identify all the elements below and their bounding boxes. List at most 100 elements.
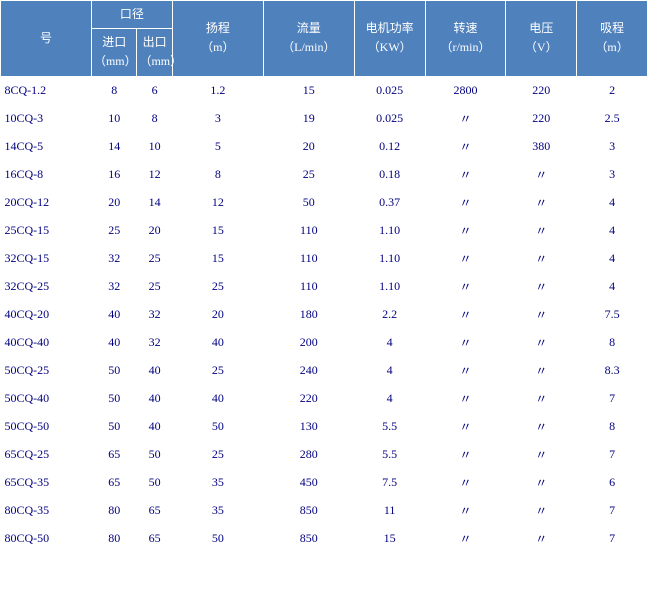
cell-speed: 〃 [425, 300, 506, 328]
cell-voltage: 〃 [506, 412, 577, 440]
col-suction: 吸程（m） [577, 1, 648, 77]
col-speed: 转速（r/min） [425, 1, 506, 77]
table-row: 20CQ-12201412500.37〃〃4 [1, 188, 648, 216]
cell-inlet: 10 [91, 104, 136, 132]
cell-voltage: 〃 [506, 160, 577, 188]
cell-outlet: 50 [137, 440, 172, 468]
cell-flow: 15 [263, 76, 354, 104]
table-row: 50CQ-505040501305.5〃〃8 [1, 412, 648, 440]
table-row: 8CQ-1.2861.2150.02528002202 [1, 76, 648, 104]
cell-head: 35 [172, 468, 263, 496]
col-head: 扬程（m） [172, 1, 263, 77]
cell-inlet: 50 [91, 412, 136, 440]
cell-speed: 2800 [425, 76, 506, 104]
table-body: 8CQ-1.2861.2150.0252800220210CQ-31083190… [1, 76, 648, 552]
cell-model: 40CQ-20 [1, 300, 92, 328]
cell-inlet: 25 [91, 216, 136, 244]
table-row: 10CQ-31083190.025〃2202.5 [1, 104, 648, 132]
cell-flow: 20 [263, 132, 354, 160]
cell-suction: 7 [577, 440, 648, 468]
cell-model: 40CQ-40 [1, 328, 92, 356]
cell-voltage: 220 [506, 104, 577, 132]
cell-power: 4 [354, 356, 425, 384]
table-row: 40CQ-204032201802.2〃〃7.5 [1, 300, 648, 328]
cell-inlet: 80 [91, 496, 136, 524]
cell-power: 4 [354, 328, 425, 356]
cell-inlet: 50 [91, 384, 136, 412]
cell-inlet: 16 [91, 160, 136, 188]
cell-inlet: 40 [91, 328, 136, 356]
col-power: 电机功率（KW） [354, 1, 425, 77]
col-voltage: 电压（V） [506, 1, 577, 77]
table-row: 50CQ-405040402204〃〃7 [1, 384, 648, 412]
cell-voltage: 220 [506, 76, 577, 104]
cell-head: 50 [172, 412, 263, 440]
spec-table: 号 口径 扬程（m） 流量（L/min） 电机功率（KW） 转速（r/min） … [0, 0, 648, 552]
cell-inlet: 20 [91, 188, 136, 216]
cell-head: 25 [172, 272, 263, 300]
cell-suction: 3 [577, 160, 648, 188]
cell-model: 65CQ-25 [1, 440, 92, 468]
cell-head: 8 [172, 160, 263, 188]
cell-suction: 8 [577, 412, 648, 440]
cell-suction: 7.5 [577, 300, 648, 328]
cell-speed: 〃 [425, 384, 506, 412]
cell-voltage: 〃 [506, 244, 577, 272]
cell-speed: 〃 [425, 132, 506, 160]
table-header: 号 口径 扬程（m） 流量（L/min） 电机功率（KW） 转速（r/min） … [1, 1, 648, 77]
cell-inlet: 65 [91, 440, 136, 468]
cell-suction: 8 [577, 328, 648, 356]
cell-speed: 〃 [425, 188, 506, 216]
cell-suction: 8.3 [577, 356, 648, 384]
cell-outlet: 12 [137, 160, 172, 188]
cell-flow: 850 [263, 524, 354, 552]
cell-speed: 〃 [425, 244, 506, 272]
cell-power: 7.5 [354, 468, 425, 496]
cell-speed: 〃 [425, 160, 506, 188]
cell-speed: 〃 [425, 104, 506, 132]
cell-outlet: 65 [137, 524, 172, 552]
cell-power: 1.10 [354, 244, 425, 272]
cell-speed: 〃 [425, 496, 506, 524]
cell-voltage: 〃 [506, 216, 577, 244]
cell-voltage: 〃 [506, 524, 577, 552]
cell-head: 20 [172, 300, 263, 328]
cell-model: 65CQ-35 [1, 468, 92, 496]
cell-model: 8CQ-1.2 [1, 76, 92, 104]
cell-flow: 110 [263, 244, 354, 272]
cell-speed: 〃 [425, 468, 506, 496]
cell-model: 10CQ-3 [1, 104, 92, 132]
cell-head: 25 [172, 440, 263, 468]
table-row: 80CQ-3580653585011〃〃7 [1, 496, 648, 524]
cell-outlet: 50 [137, 468, 172, 496]
cell-power: 0.18 [354, 160, 425, 188]
cell-flow: 450 [263, 468, 354, 496]
cell-power: 15 [354, 524, 425, 552]
cell-speed: 〃 [425, 412, 506, 440]
cell-model: 14CQ-5 [1, 132, 92, 160]
cell-speed: 〃 [425, 356, 506, 384]
cell-voltage: 380 [506, 132, 577, 160]
cell-head: 3 [172, 104, 263, 132]
cell-inlet: 32 [91, 272, 136, 300]
cell-inlet: 80 [91, 524, 136, 552]
cell-model: 50CQ-40 [1, 384, 92, 412]
cell-power: 0.37 [354, 188, 425, 216]
cell-power: 1.10 [354, 272, 425, 300]
cell-flow: 200 [263, 328, 354, 356]
cell-outlet: 32 [137, 328, 172, 356]
cell-voltage: 〃 [506, 384, 577, 412]
table-row: 32CQ-153225151101.10〃〃4 [1, 244, 648, 272]
col-outlet: 出口（mm） [137, 29, 172, 76]
cell-model: 32CQ-25 [1, 272, 92, 300]
cell-power: 1.10 [354, 216, 425, 244]
cell-voltage: 〃 [506, 300, 577, 328]
cell-inlet: 50 [91, 356, 136, 384]
cell-outlet: 25 [137, 244, 172, 272]
col-group-caliber: 口径 [91, 1, 172, 29]
cell-head: 12 [172, 188, 263, 216]
cell-suction: 7 [577, 384, 648, 412]
cell-flow: 50 [263, 188, 354, 216]
cell-outlet: 14 [137, 188, 172, 216]
cell-power: 2.2 [354, 300, 425, 328]
